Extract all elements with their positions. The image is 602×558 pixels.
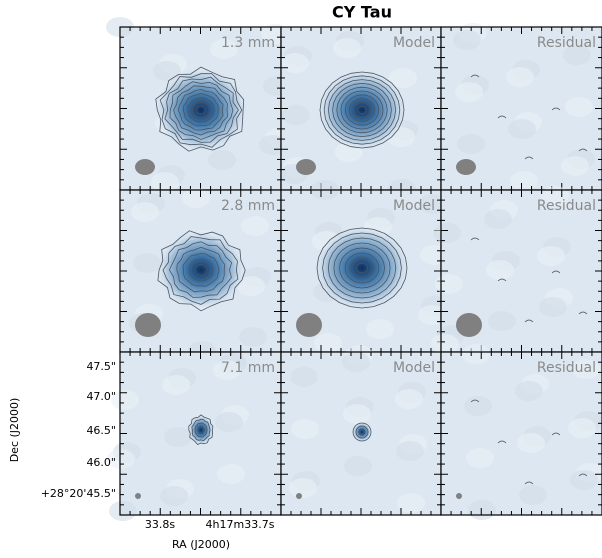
- noise: [162, 375, 190, 395]
- noise: [464, 396, 492, 416]
- noise: [517, 433, 545, 453]
- noise: [239, 327, 267, 347]
- noise: [342, 352, 370, 372]
- noise: [455, 82, 483, 102]
- panel-label: Model: [393, 35, 435, 51]
- panel: [280, 27, 441, 199]
- noise: [506, 67, 534, 87]
- panel: [107, 352, 281, 521]
- noise: [241, 216, 269, 236]
- beam: [296, 159, 316, 175]
- noise: [453, 30, 481, 50]
- x-axis-label: RA (J2000): [172, 538, 230, 551]
- noise: [366, 319, 394, 339]
- beam: [296, 493, 302, 499]
- panel-label: Residual: [537, 35, 596, 51]
- noise: [333, 38, 361, 58]
- beam: [296, 313, 322, 337]
- noise: [484, 209, 512, 229]
- noise: [109, 501, 137, 521]
- noise: [290, 367, 318, 387]
- x-tick-label: 33.8s: [145, 518, 175, 531]
- noise: [435, 274, 463, 294]
- panel-label: Model: [393, 360, 435, 376]
- noise: [281, 53, 309, 73]
- y-tick-label: 47.5": [86, 360, 116, 373]
- y-tick-label: 47.0": [86, 390, 116, 403]
- noise: [431, 334, 459, 354]
- noise: [433, 223, 461, 243]
- y-tick-label: +28°20'45.5": [41, 487, 116, 500]
- y-tick-label: 46.5": [86, 424, 116, 437]
- noise: [508, 119, 536, 139]
- noise: [565, 97, 593, 117]
- title: CY Tau: [332, 3, 392, 22]
- noise: [208, 150, 236, 170]
- noise: [515, 381, 543, 401]
- beam: [456, 159, 476, 175]
- panel-label: 2.8 mm: [221, 198, 275, 214]
- noise: [539, 297, 567, 317]
- noise: [462, 344, 490, 364]
- noise: [344, 456, 372, 476]
- noise: [396, 441, 424, 461]
- noise: [182, 188, 210, 208]
- noise: [215, 412, 243, 432]
- noise: [466, 448, 494, 468]
- emission: [318, 70, 406, 150]
- noise: [160, 486, 188, 506]
- x-tick-label: 4h17m33.7s: [206, 518, 275, 531]
- noise: [343, 404, 371, 424]
- noise: [131, 202, 159, 222]
- beam: [135, 493, 141, 499]
- emission: [315, 226, 410, 310]
- noise: [164, 427, 192, 447]
- noise: [486, 260, 514, 280]
- panel-label: Residual: [537, 198, 596, 214]
- noise: [570, 470, 598, 490]
- noise: [395, 389, 423, 409]
- beam: [456, 313, 482, 337]
- noise: [561, 156, 589, 176]
- noise: [468, 500, 496, 520]
- panel-label: 1.3 mm: [221, 35, 275, 51]
- noise: [568, 418, 596, 438]
- y-axis-label: Dec (J2000): [8, 398, 21, 463]
- noise: [488, 311, 516, 331]
- y-tick-label: 46.0": [86, 456, 116, 469]
- noise: [519, 485, 547, 505]
- noise: [510, 171, 538, 191]
- panel-label: Residual: [537, 360, 596, 376]
- figure: CY Tau Dec (J2000) RA (J2000) 1.3 mm Mode…: [0, 0, 602, 558]
- noise: [151, 172, 179, 192]
- noise: [217, 464, 245, 484]
- noise: [133, 253, 161, 273]
- noise: [291, 419, 319, 439]
- panel-label: 7.1 mm: [221, 360, 275, 376]
- beam: [135, 159, 155, 175]
- noise: [314, 333, 342, 353]
- noise: [457, 134, 485, 154]
- noise: [289, 478, 317, 498]
- beam: [135, 313, 161, 337]
- panel-label: Model: [393, 198, 435, 214]
- beam: [456, 493, 462, 499]
- noise: [537, 246, 565, 266]
